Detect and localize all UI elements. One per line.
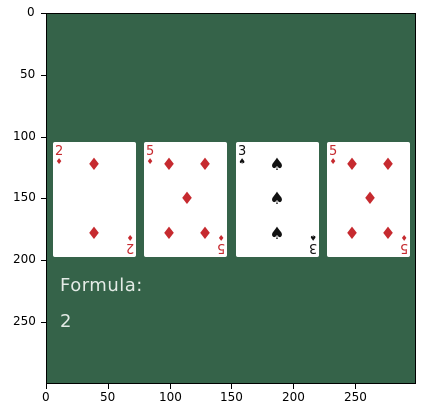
game-table: 2 ♦ ♦ ♦ 2 ♦ 5 ♦ ♦ ♦ ♦ ♦ ♦ 5 ♦ 3 ♠ ♠ ♠ ♠ <box>46 13 416 384</box>
y-tick-label: 250 <box>13 314 36 328</box>
card-2-diamonds[interactable]: 2 ♦ ♦ ♦ 2 ♦ <box>53 142 136 257</box>
diamond-icon: ♦ <box>329 157 337 166</box>
spade-icon: ♠ <box>269 224 285 244</box>
diamond-icon: ♦ <box>179 189 195 209</box>
diamond-icon: ♦ <box>380 224 396 244</box>
card-corner-bottom: 5 ♦ <box>216 233 225 255</box>
diamond-icon: ♦ <box>55 157 63 166</box>
card-corner-bottom: 3 ♠ <box>308 233 317 255</box>
x-tick <box>170 384 171 389</box>
x-tick-label: 100 <box>159 390 182 404</box>
diamond-icon: ♦ <box>86 224 102 244</box>
card-corner-top: 3 ♠ <box>238 145 246 166</box>
x-tick-label: 200 <box>282 390 305 404</box>
card-rank: 2 <box>125 240 134 255</box>
formula-label: Formula: <box>60 275 143 296</box>
y-tick <box>41 137 46 138</box>
y-tick-label: 100 <box>13 129 36 143</box>
diamond-icon: ♦ <box>344 224 360 244</box>
spade-icon: ♠ <box>238 157 246 166</box>
diamond-icon: ♦ <box>146 157 154 166</box>
y-tick <box>41 260 46 261</box>
card-rank: 5 <box>216 240 225 255</box>
x-tick <box>293 384 294 389</box>
x-tick-label: 250 <box>344 390 367 404</box>
y-tick <box>41 198 46 199</box>
card-3-spades[interactable]: 3 ♠ ♠ ♠ ♠ 3 ♠ <box>236 142 319 257</box>
formula-value: 2 <box>60 311 72 332</box>
card-5-diamonds-second[interactable]: 5 ♦ ♦ ♦ ♦ ♦ ♦ 5 ♦ <box>327 142 410 257</box>
x-tick <box>108 384 109 389</box>
x-tick-label: 0 <box>42 390 50 404</box>
card-corner-top: 2 ♦ <box>55 145 63 166</box>
x-tick <box>46 384 47 389</box>
diamond-icon: ♦ <box>362 189 378 209</box>
y-tick-label: 50 <box>20 67 36 81</box>
card-corner-top: 5 ♦ <box>329 145 337 166</box>
diamond-icon: ♦ <box>400 233 408 242</box>
diamond-icon: ♦ <box>161 224 177 244</box>
x-tick-label: 150 <box>220 390 243 404</box>
y-tick <box>41 322 46 323</box>
card-rank: 5 <box>146 144 155 159</box>
diamond-icon: ♦ <box>344 155 360 175</box>
diamond-icon: ♦ <box>126 233 134 242</box>
card-rank: 5 <box>329 144 338 159</box>
x-tick <box>231 384 232 389</box>
y-tick-label: 150 <box>13 190 36 204</box>
diamond-icon: ♦ <box>197 224 213 244</box>
card-rank: 3 <box>238 144 247 159</box>
card-rank: 2 <box>55 144 64 159</box>
diamond-icon: ♦ <box>380 155 396 175</box>
card-5-diamonds[interactable]: 5 ♦ ♦ ♦ ♦ ♦ ♦ 5 ♦ <box>144 142 227 257</box>
card-rank: 3 <box>308 240 317 255</box>
spade-icon: ♠ <box>309 233 317 242</box>
y-tick <box>41 75 46 76</box>
x-tick <box>355 384 356 389</box>
y-tick-label: 0 <box>27 5 35 19</box>
diamond-icon: ♦ <box>197 155 213 175</box>
spade-icon: ♠ <box>269 155 285 175</box>
card-corner-bottom: 2 ♦ <box>125 233 134 255</box>
y-tick <box>41 13 46 14</box>
y-tick-label: 200 <box>13 252 36 266</box>
diamond-icon: ♦ <box>161 155 177 175</box>
spade-icon: ♠ <box>269 189 285 209</box>
diamond-icon: ♦ <box>217 233 225 242</box>
x-tick-label: 50 <box>100 390 116 404</box>
card-rank: 5 <box>399 240 408 255</box>
diamond-icon: ♦ <box>86 155 102 175</box>
card-corner-top: 5 ♦ <box>146 145 154 166</box>
card-corner-bottom: 5 ♦ <box>399 233 408 255</box>
